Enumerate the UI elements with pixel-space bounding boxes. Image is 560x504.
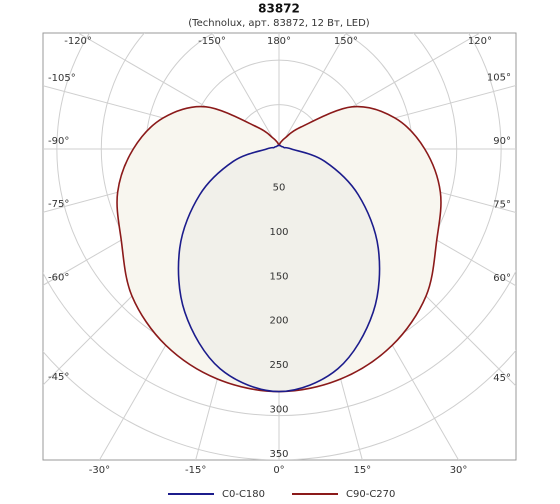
radial-label: 50 [273,182,286,193]
angle-label: 0° [273,465,284,476]
angle-label: -105° [48,73,76,84]
angle-label: -45° [48,372,69,383]
angle-label: -75° [48,199,69,210]
curve-line [177,144,381,393]
angle-label: -30° [89,465,110,476]
angle-label: -15° [185,465,206,476]
angle-label: -60° [48,272,69,283]
angle-label: 45° [493,373,511,384]
radial-label: 250 [269,360,288,371]
angle-label: 180° [267,36,291,47]
grid-ray [278,33,347,150]
legend-label: C0-C180 [222,489,265,500]
legend-label: C90-C270 [346,489,395,500]
angle-label: 150° [334,36,358,47]
angle-label: -150° [198,36,226,47]
radial-label: 100 [269,227,288,238]
angle-label: 105° [487,72,511,83]
legend: C0-C180 C90-C270 [168,489,395,500]
curves [116,105,442,393]
angle-label: 90° [493,136,511,147]
angle-label: 15° [353,465,371,476]
angle-label: 120° [468,36,492,47]
radial-label: 200 [269,316,288,327]
angle-label: 30° [450,465,468,476]
chart-subtitle: (Technolux, арт. 83872, 12 Вт, LED) [188,18,370,29]
curve-fill [178,145,380,392]
angle-label: -120° [64,36,92,47]
radial-label: 300 [269,405,288,416]
angle-label: 60° [493,273,511,284]
labels: -120° -150° 180° 150° 120° -105° 105° -90° 90° -7… [48,36,511,476]
grid-ray [211,33,280,150]
radial-label: 150 [269,271,288,282]
chart-title: 83872 [258,2,300,16]
angle-label: 75° [493,200,511,211]
radial-label: 350 [269,449,288,460]
angle-label: -90° [48,136,69,147]
